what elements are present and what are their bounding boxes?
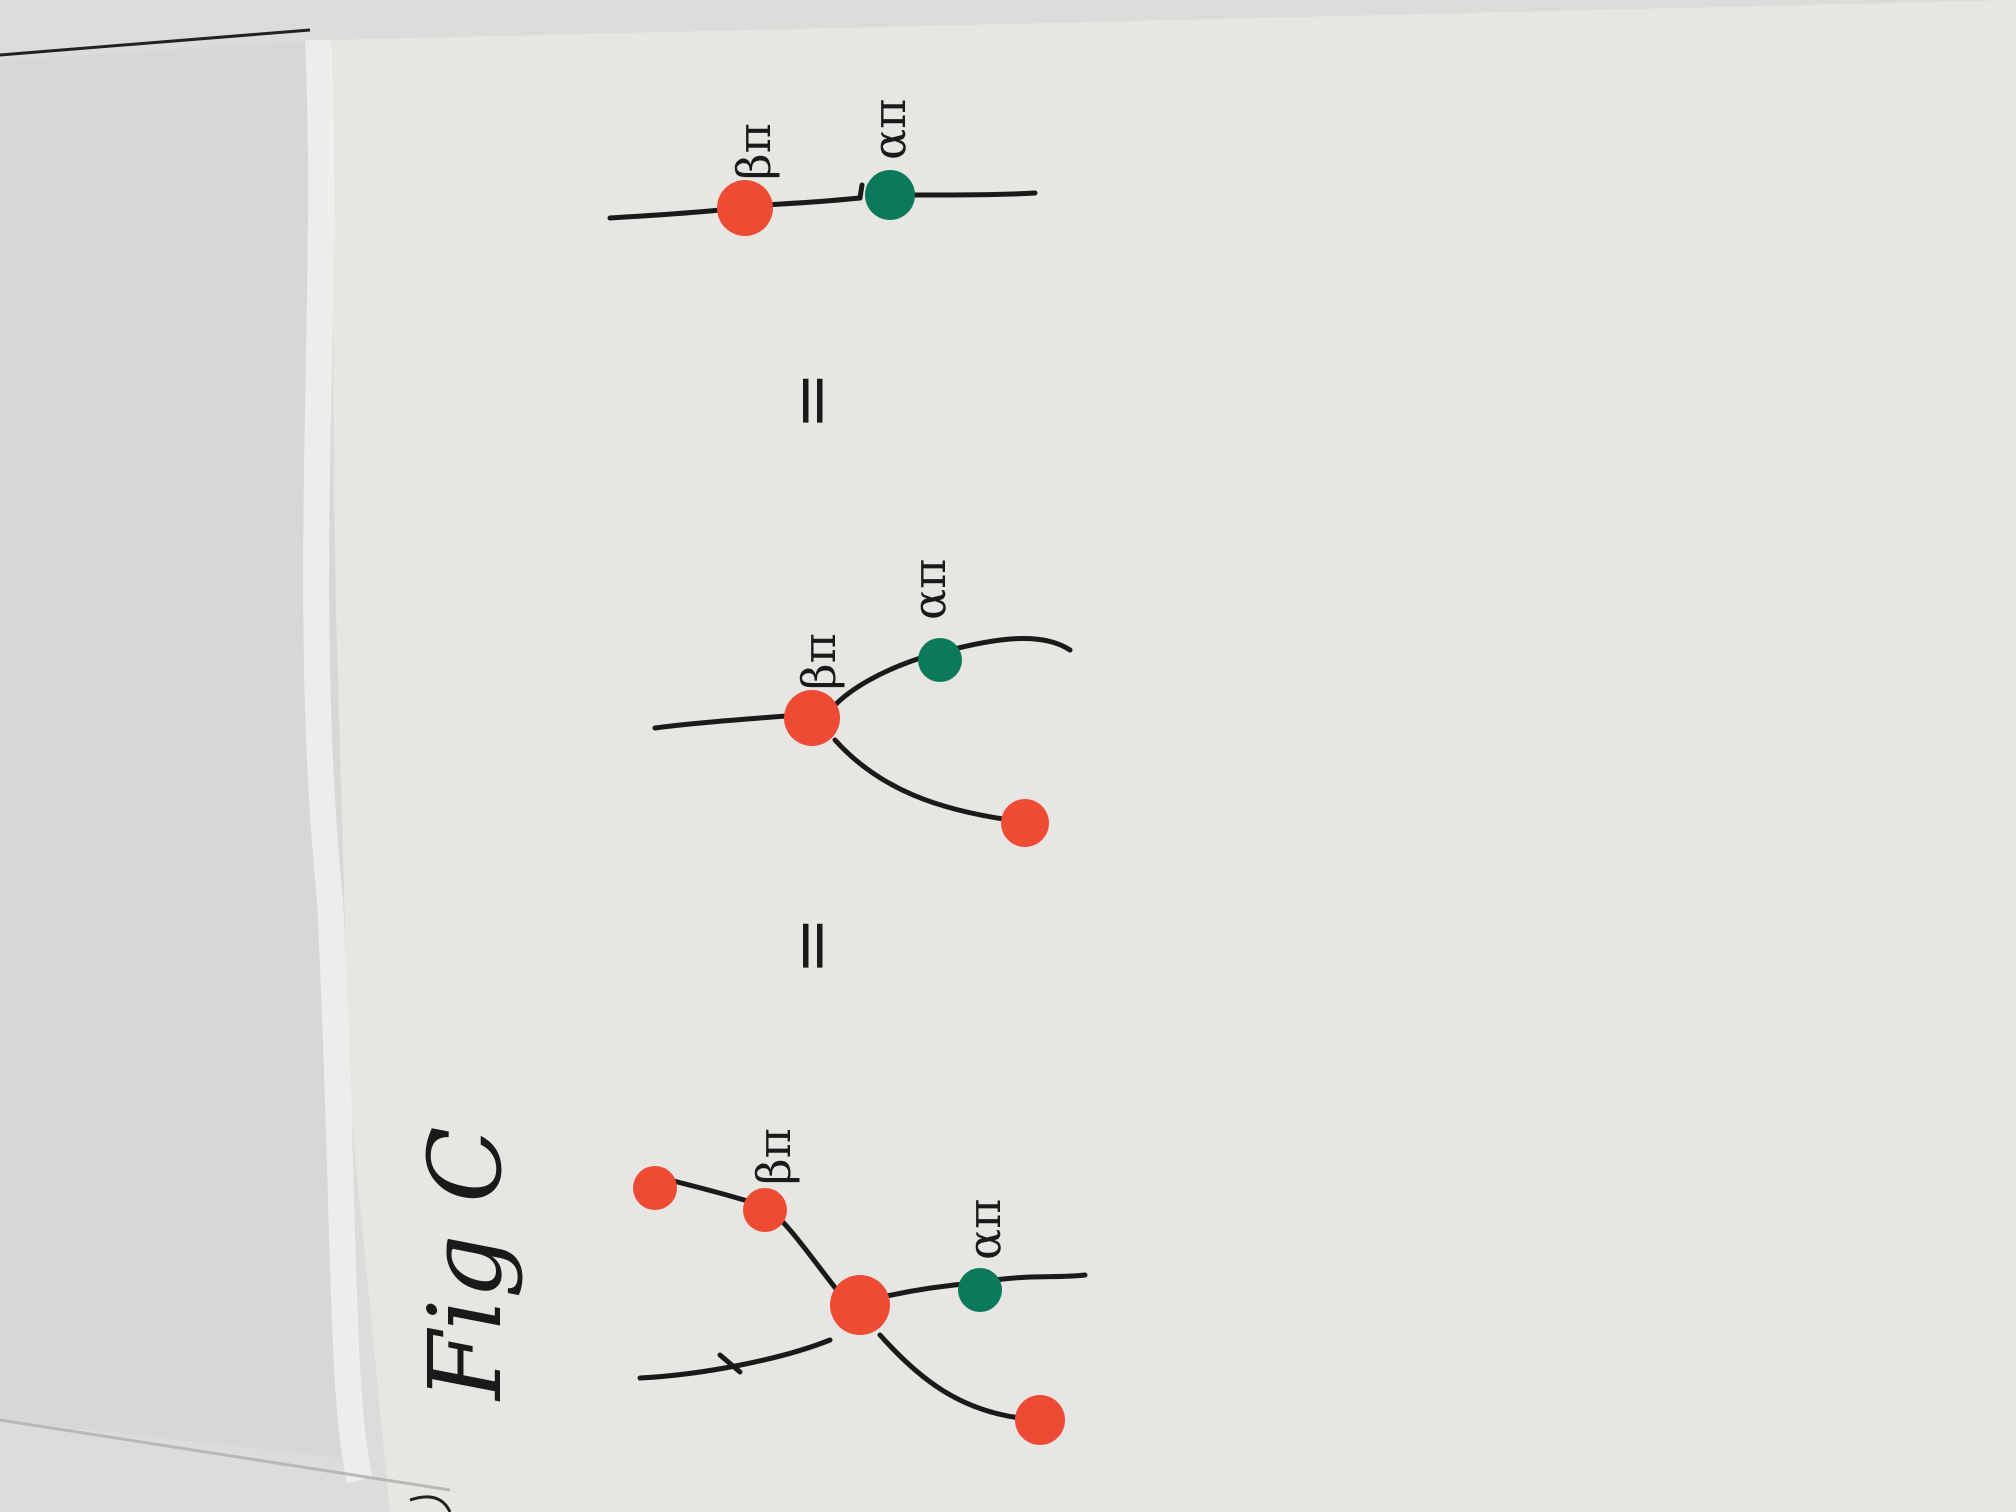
- phase-label: βπ: [792, 633, 846, 690]
- red-spider-bottom: [1015, 1395, 1065, 1445]
- diagram-3-label-beta: βπ: [727, 123, 781, 180]
- wire: [910, 193, 1035, 195]
- diagram-1-label-alpha: απ: [957, 1199, 1011, 1260]
- diagram-3-label-alpha: απ: [862, 99, 916, 160]
- paper-fold-left: [0, 40, 360, 1460]
- equals-sign: =: [770, 916, 852, 975]
- red-spider-top: [633, 1166, 677, 1210]
- green-spider-alpha: [918, 638, 962, 682]
- red-spider-center: [830, 1275, 890, 1335]
- equals-sign: =: [770, 371, 852, 430]
- green-spider-alpha: [865, 170, 915, 220]
- figure-title-group: Fig C: [407, 1126, 524, 1402]
- phase-label: απ: [902, 559, 956, 620]
- figure-title: Fig C: [407, 1126, 524, 1402]
- phase-label: βπ: [747, 1128, 801, 1185]
- green-spider-alpha: [958, 1268, 1002, 1312]
- wire: [860, 185, 862, 198]
- phase-label: βπ: [727, 123, 781, 180]
- paper-sheet: [330, 0, 2016, 1512]
- equals-2: =: [770, 371, 852, 430]
- phase-label: απ: [957, 1199, 1011, 1260]
- equals-1: =: [770, 916, 852, 975]
- phase-label: απ: [862, 99, 916, 160]
- diagram-2-label-beta: βπ: [792, 633, 846, 690]
- red-spider-beta: [717, 180, 773, 236]
- red-spider-center: [784, 690, 840, 746]
- diagram-1-label-beta: βπ: [747, 1128, 801, 1185]
- diagram-2-label-alpha: απ: [902, 559, 956, 620]
- red-spider-beta: [743, 1188, 787, 1232]
- red-spider-bottom: [1001, 799, 1049, 847]
